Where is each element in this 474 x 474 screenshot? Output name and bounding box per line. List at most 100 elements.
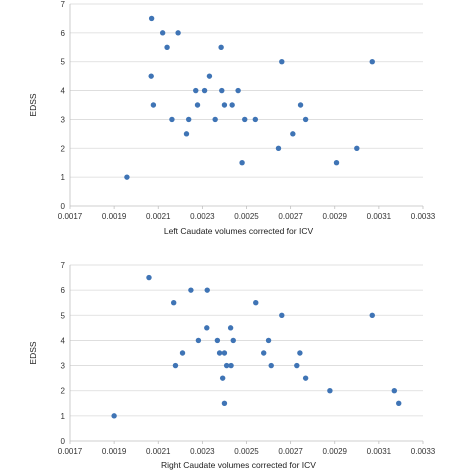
axes [69,4,424,209]
data-point [175,30,181,36]
data-point [204,325,210,331]
x-tick-label: 0.0023 [190,447,215,456]
data-point [169,116,175,123]
data-point [124,174,130,180]
data-point [159,30,166,36]
axes [69,265,424,444]
y-tick-label: 7 [61,261,66,270]
data-point [221,102,228,108]
data-point [221,350,228,356]
data-point [188,287,194,293]
data-point [111,413,117,419]
data-point [252,116,259,123]
data-point [179,350,186,356]
data-point [194,102,201,108]
data-point [297,102,304,108]
y-tick-label: 4 [61,87,66,96]
x-tick-label: 0.0017 [58,447,83,456]
data-point [227,325,234,331]
y-tick-label: 6 [61,286,66,295]
data-point [195,337,202,344]
x-tick-label: 0.0033 [411,447,436,456]
y-tick-label: 5 [61,58,66,67]
right-caudate-scatter-chart: 0 1 2 3 4 5 6 7 0.0017 0.0019 0.0021 0.0023 0.0025 0.… [28,261,436,470]
data-point [148,73,154,79]
data-point [201,87,208,94]
x-axis-label: Left Caudate volumes corrected for ICV [164,226,314,236]
x-tick-label: 0.0019 [102,212,127,221]
x-tick-label: 0.0027 [278,212,303,221]
data-point [193,87,199,94]
data-point [290,131,296,137]
x-tick-label: 0.0025 [234,447,259,456]
x-tick-label: 0.0021 [146,447,171,456]
data-point [242,116,248,123]
data-point [369,312,375,318]
data-points [111,274,402,419]
data-point [150,102,157,108]
data-point [204,287,210,293]
data-point [185,116,192,123]
x-tick-label: 0.0021 [146,212,171,221]
x-tick-label: 0.0029 [323,447,348,456]
gridlines [70,264,423,417]
data-point [253,300,259,306]
y-tick-label: 1 [61,173,66,182]
x-tick-label: 0.0031 [367,212,392,221]
y-tick-label: 0 [61,202,66,211]
y-tick-label: 3 [61,115,66,124]
data-point [369,59,375,65]
data-point [396,400,402,406]
data-point [294,362,300,369]
data-point [354,145,360,151]
data-point [206,73,213,79]
y-tick-label: 4 [61,336,66,345]
data-point [223,362,230,369]
data-point [229,102,235,108]
data-point [148,15,155,22]
data-point [333,160,340,166]
data-point [302,375,309,381]
data-points [124,15,375,180]
data-point [183,131,190,137]
y-tick-label: 5 [61,311,66,320]
data-point [327,388,333,394]
data-point [230,337,236,344]
y-tick-label: 7 [61,0,66,9]
x-tick-label: 0.0031 [367,447,392,456]
data-point [219,375,226,381]
data-point [228,362,234,369]
data-point [268,362,274,369]
data-point [235,87,241,94]
y-tick-label: 3 [61,362,66,371]
x-tick-label: 0.0019 [102,447,127,456]
y-tick-label: 1 [61,412,66,421]
y-axis-label: EDSS [28,93,38,116]
gridlines [70,3,423,178]
y-tick-label: 2 [61,387,66,396]
data-point [279,59,285,65]
data-point [265,337,272,344]
data-point [391,388,398,394]
x-tick-label: 0.0023 [190,212,215,221]
x-axis-label: Right Caudate volumes corrected for ICV [161,460,316,470]
data-point [170,300,177,306]
x-tick-label: 0.0027 [278,447,303,456]
x-tick-label: 0.0029 [323,212,348,221]
x-tick-label: 0.0033 [411,212,436,221]
data-point [212,116,218,123]
data-point [239,160,245,166]
x-tick-label: 0.0025 [234,212,259,221]
data-point [261,350,267,356]
data-point [275,145,282,151]
y-axis-label: EDSS [28,341,38,364]
data-point [218,44,224,50]
data-point [214,337,221,344]
data-point [302,116,309,123]
data-point [219,87,225,94]
data-point [279,312,285,318]
y-tick-label: 6 [61,29,66,38]
data-point [297,350,303,356]
data-point [164,44,170,50]
